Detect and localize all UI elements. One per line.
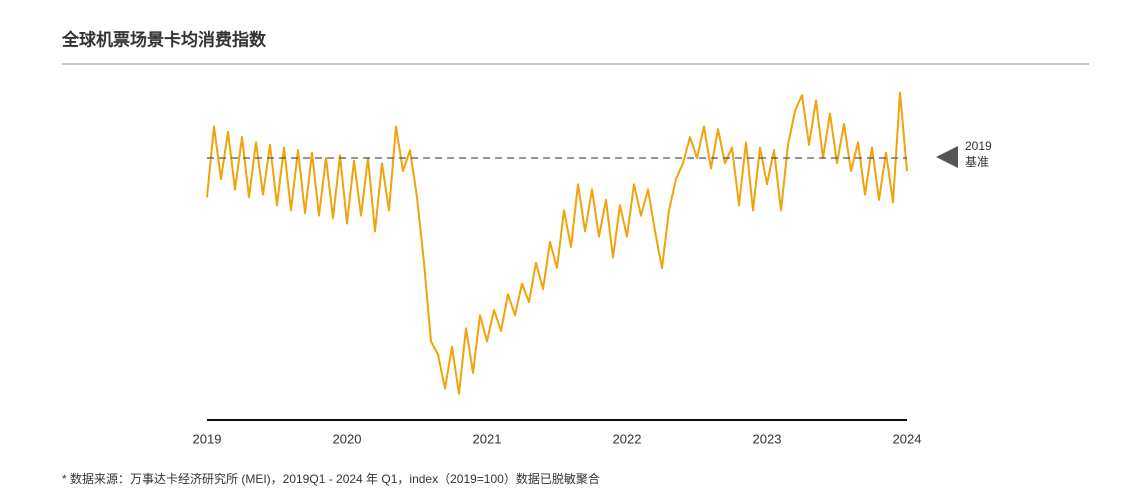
baseline-label: 基准 bbox=[965, 155, 989, 169]
x-tick-label: 2022 bbox=[613, 431, 642, 446]
x-tick-label: 2021 bbox=[473, 431, 502, 446]
data-line bbox=[206, 91, 908, 395]
x-tick-label: 2024 bbox=[893, 431, 922, 446]
baseline-arrow bbox=[936, 146, 958, 168]
x-tick-label: 2020 bbox=[333, 431, 362, 446]
chart-title: 全球机票场景卡均消费指数 bbox=[61, 29, 267, 49]
footnote: * 数据来源：万事达卡经济研究所 (MEI)，2019Q1 - 2024 年 Q… bbox=[62, 471, 600, 486]
baseline-label: 2019 bbox=[965, 139, 992, 153]
x-tick-label: 2019 bbox=[193, 431, 222, 446]
x-tick-label: 2023 bbox=[753, 431, 782, 446]
